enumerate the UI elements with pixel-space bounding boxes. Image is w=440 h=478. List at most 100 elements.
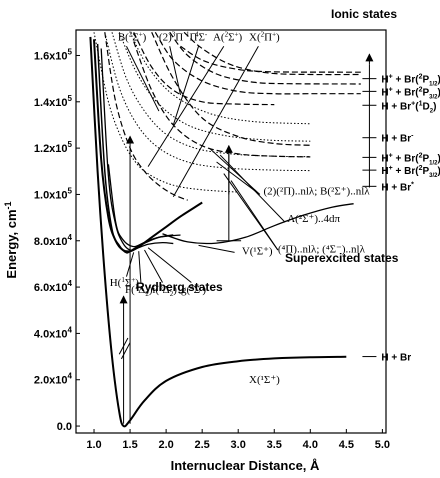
state-text: A( [213,31,225,43]
v-state-label: V(¹Σ⁺) [242,246,273,258]
state-end: ) [143,31,147,43]
asymptote-text: H + Br [381,182,411,193]
pointer-a-state [147,45,225,167]
state-sup2: + [234,30,238,38]
y-tick-exponent: 4 [68,279,73,288]
y-tick-mantissa: 6.0x10 [34,282,68,294]
asymptote-sup2: 2 [419,152,423,159]
y-tick-mantissa: 1.2x10 [34,143,68,155]
asymptote-sub: 3/2 [429,94,438,100]
transition-arrows [118,45,286,424]
state-end: ) [238,31,242,43]
rydberg-text: H( [110,277,122,289]
state-end: Π [189,31,197,43]
asymptote-sup: + [389,74,393,81]
y-tick-exponent: 5 [68,47,73,56]
rydberg-end: ) [135,277,139,289]
state-sup: 3 [172,30,176,38]
rydberg-mid: Δ [163,284,170,296]
y-tick-mantissa: 1.4x10 [34,97,68,109]
asymptote-mid: + Br( [393,166,420,177]
curve-dot-15 [104,32,311,172]
curve-solid-4 [107,164,181,248]
state-text: X( [249,31,261,43]
asymptote-sup: + [389,165,393,172]
state-text: (2) [159,31,172,43]
rydberg-sup: 3 [190,283,194,291]
asymptote-sup: + [389,86,393,93]
rydberg-sup: 1 [135,283,139,291]
rydberg-mid: Σ [194,284,200,296]
asymptote-text: H + Br [381,134,411,145]
asymptote-end: D [422,101,429,112]
y-tick-label: 2.0x104 [34,372,73,387]
rydberg-end: ) [149,284,153,296]
ionic-state-label: A(2Σ+) [213,30,242,43]
rydberg-sub: 2 [170,290,174,298]
state-mid: Π [175,31,186,43]
superexcited-states-label: Superexcited states [285,251,399,265]
curve-solid-5 [162,203,354,245]
curve-dot-18 [129,32,311,125]
state-mid: Σ [228,31,234,43]
asymptote-sub: 1/2 [429,160,438,166]
curve-dash-11 [180,45,361,73]
state-labels: H+ + Br(2P1/2)H+ + Br(2P3/2)H + Br+(1D2)… [110,30,440,386]
superexcited-label-2: A(²Σ⁺)..4dπ [287,213,340,225]
asymptote-sup2: 2 [419,165,423,172]
asymptote-label: H+ + Br(2P3/2) [381,86,440,100]
state-sup: 4 [195,30,199,38]
asymptote-sup2: 1 [419,100,423,107]
asymptote-text: H [381,75,388,86]
rydberg-state-label: i(3Δ2) [152,283,177,298]
y-tick-mantissa: 2.0x10 [34,375,68,387]
rydberg-state-label: g(3Σ-) [181,283,206,296]
plot-frame [75,29,387,434]
y-tick-mantissa: 1.6x10 [34,50,68,62]
rydberg-state-label: H(1Σ+) [110,276,139,289]
rydberg-states-label: Rydberg states [136,280,223,294]
asymptote-sup: - [411,133,414,140]
axis-break-2 [120,342,131,360]
curve-dash-7 [133,32,275,106]
x-tick-label: 2.5 [195,439,210,451]
asymptote-label: H + Br+(1D2) [381,100,436,114]
pointer-v-state [198,244,235,253]
asymptote-text: H [381,153,388,164]
rydberg-sup: 3 [159,283,163,291]
asymptote-sup: * [411,181,414,188]
y-tick-exponent: 5 [68,186,73,195]
state-sup2: + [272,30,276,38]
curve-dash-10 [183,31,361,76]
y-tick-exponent: 4 [68,372,73,381]
y-tick-label: 1.6x105 [34,47,73,62]
asymptote-text: H + Br [381,353,411,364]
x-tick-label: 2.0 [158,439,173,451]
asymptote-label: H + Br- [381,133,414,145]
y-axis-title: Energy, cm-1 [3,201,19,278]
asymptote-label: H + Br [381,353,411,364]
rydberg-end: ) [173,284,177,296]
asymptote-sup2: 2 [419,74,423,81]
rydberg-text: i( [152,284,159,296]
superexcited-label-1: (2)(²Π)..nlλ; B(²Σ⁺)..nlλ [263,185,370,197]
x-tick-label: 4.0 [303,439,318,451]
asymptote-label: H+ + Br(2P3/2) [381,165,440,179]
x-tick-label: 5.0 [375,439,390,451]
asymptote-mid: + Br( [393,75,420,86]
curve-dot-17 [118,32,311,142]
ionic-state-label: B(2Σ+) [118,30,147,43]
ionic-state-label: X(2Π+) [249,30,280,43]
curve-dash-6 [104,32,188,201]
asymptote-mid: + Br( [393,87,420,98]
curve-dash-9 [169,31,361,85]
state-sup: 2 [261,30,265,38]
state-sup2: - [205,30,208,38]
pointer-h-state [125,252,135,277]
asymptote-mid: + Br( [393,153,420,164]
axis-ticks: 1.0 1.5 2.0 2.5 3.0 3.5 4.0 4.5 5.00.02.0x1044.0… [34,47,390,451]
y-tick-label: 1.4x105 [34,94,73,109]
y-tick-exponent: 4 [68,233,73,242]
y-tick-label: 1.0x105 [34,186,73,201]
rydberg-sup2: - [200,283,203,291]
